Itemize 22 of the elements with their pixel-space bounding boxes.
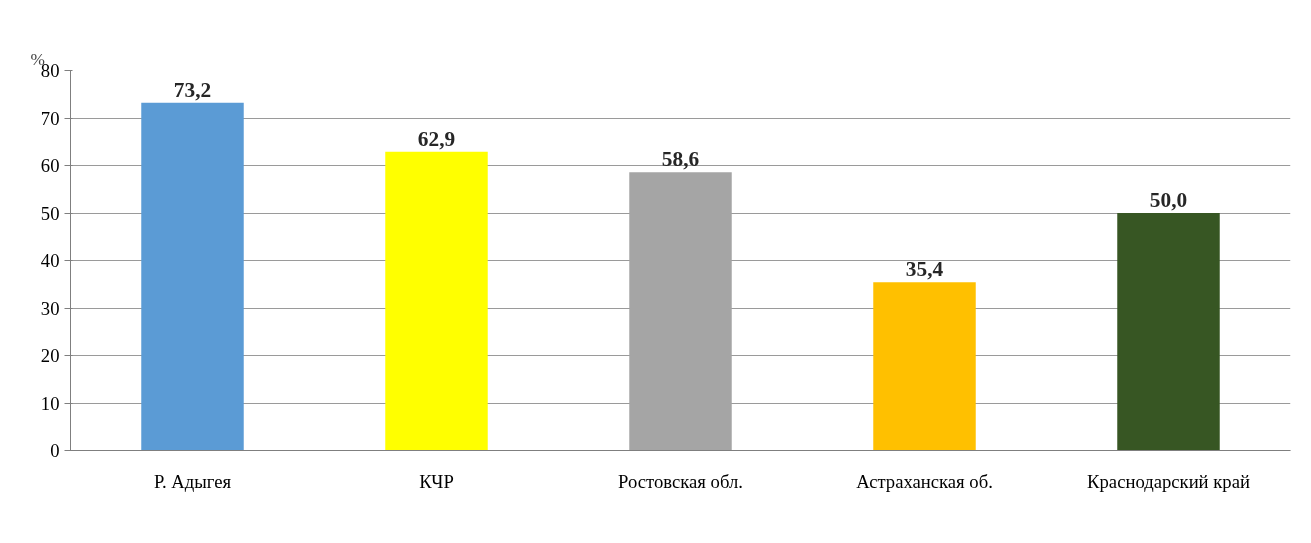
x-tick-label: Ростовская обл. bbox=[618, 470, 743, 492]
y-tick-label: 0 bbox=[50, 440, 60, 461]
x-tick-label: Краснодарский край bbox=[1087, 470, 1250, 492]
x-tick-label: Астраханская об. bbox=[856, 470, 993, 492]
data-label: 50,0 bbox=[1149, 188, 1188, 212]
y-tick-label: 70 bbox=[40, 107, 60, 129]
data-label: 62,9 bbox=[417, 126, 456, 151]
data-label: 73,2 bbox=[173, 77, 212, 102]
data-label: 58,6 bbox=[661, 147, 700, 172]
data-label: 35,4 bbox=[905, 257, 944, 282]
y-tick-label: 10 bbox=[40, 392, 60, 414]
bar bbox=[385, 151, 488, 451]
x-tick-label: Р. Адыгея bbox=[153, 470, 232, 492]
bar bbox=[141, 102, 244, 451]
y-tick-label: 40 bbox=[40, 250, 60, 271]
y-tick-label: 60 bbox=[40, 155, 60, 176]
bar bbox=[873, 282, 976, 451]
y-tick-label: 20 bbox=[40, 345, 60, 366]
y-tick-label: 50 bbox=[40, 202, 60, 224]
bar bbox=[1117, 213, 1220, 451]
x-tick-label: КЧР bbox=[419, 470, 454, 492]
y-tick-label: 30 bbox=[40, 297, 60, 319]
